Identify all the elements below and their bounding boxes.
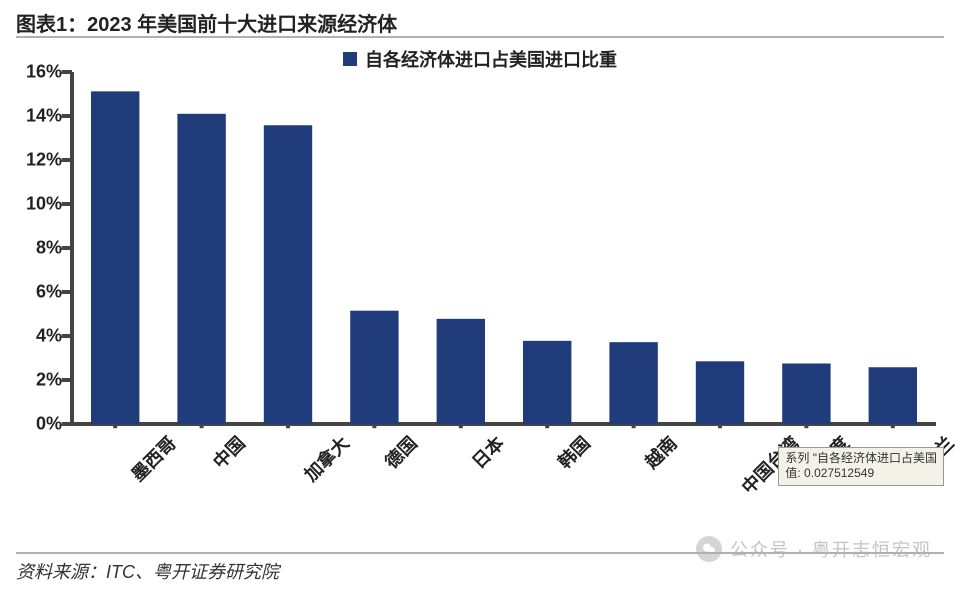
y-tick-label: 4% xyxy=(36,326,62,347)
y-tick-label: 8% xyxy=(36,238,62,259)
bar xyxy=(782,364,830,425)
bar xyxy=(350,311,398,424)
y-tick-label: 6% xyxy=(36,282,62,303)
x-tick-label: 加拿大 xyxy=(298,430,355,487)
chart-title: 图表1：2023 年美国前十大进口来源经济体 xyxy=(16,14,397,36)
bar xyxy=(696,361,744,424)
chart-area: 自各经济体进口占美国进口比重 0% 2% 4% 6% 8% 10% 12% 14% 16% 墨西… xyxy=(16,42,944,546)
bar xyxy=(264,125,312,424)
x-tick-label: 日本 xyxy=(465,430,509,474)
tooltip-series: 系列 "自各经济体进口占美国 xyxy=(785,451,937,467)
bar xyxy=(177,114,225,424)
x-tick-label: 德国 xyxy=(379,430,423,474)
legend-label: 自各经济体进口占美国进口比重 xyxy=(365,46,617,72)
y-tick-label: 12% xyxy=(26,150,62,171)
x-axis: 墨西哥中国加拿大德国日本韩国越南中国台湾印度爱尔兰 xyxy=(72,426,936,546)
tooltip: 系列 "自各经济体进口占美国 值: 0.027512549 xyxy=(778,447,944,486)
bar xyxy=(869,367,917,424)
y-tick-label: 14% xyxy=(26,106,62,127)
x-tick-label: 韩国 xyxy=(552,430,596,474)
y-axis: 0%2%4%6%8%10%12%14%16% xyxy=(16,72,68,424)
x-tick-label: 中国 xyxy=(206,430,250,474)
y-tick-label: 16% xyxy=(26,62,62,83)
bar xyxy=(523,341,571,424)
x-tick-label: 墨西哥 xyxy=(125,430,182,487)
legend: 自各经济体进口占美国进口比重 xyxy=(343,46,617,72)
source-text: 资料来源：ITC、粤开证券研究院 xyxy=(16,562,279,582)
y-tick-label: 2% xyxy=(36,370,62,391)
bar xyxy=(609,342,657,424)
y-tick-label: 10% xyxy=(26,194,62,215)
y-tick-label: 0% xyxy=(36,414,62,435)
x-tick-label: 越南 xyxy=(638,430,682,474)
bar xyxy=(437,319,485,424)
bar xyxy=(91,91,139,424)
tooltip-value: 值: 0.027512549 xyxy=(785,466,937,482)
legend-swatch xyxy=(343,52,357,66)
plot-region xyxy=(72,72,936,424)
